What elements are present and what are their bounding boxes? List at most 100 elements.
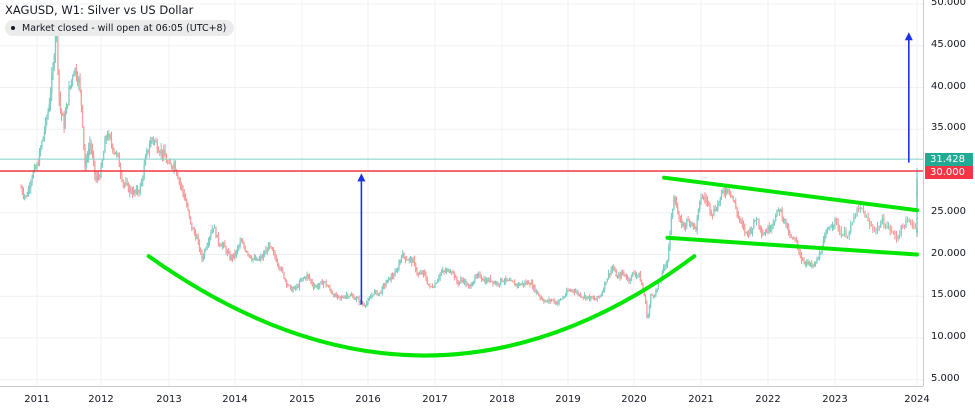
channel-upper-trendline[interactable] <box>662 175 919 213</box>
candle-body <box>708 201 710 204</box>
channel-lower-trendline[interactable] <box>665 235 919 257</box>
candle-body <box>265 249 267 254</box>
candle-body <box>289 285 292 287</box>
candle-body <box>35 166 37 169</box>
candle-body <box>848 232 850 237</box>
candle-body <box>864 210 866 218</box>
cup-pattern-curve[interactable] <box>146 254 697 358</box>
candle-body <box>160 149 162 154</box>
candle-body <box>513 282 516 286</box>
candle-body <box>178 178 180 181</box>
candle-body <box>666 259 669 265</box>
candle-body <box>749 228 751 235</box>
candle-body <box>405 259 408 261</box>
candle-body <box>426 279 428 284</box>
candle-body <box>766 231 768 233</box>
candle-body <box>57 26 59 70</box>
candle-body <box>535 290 537 292</box>
candle-body <box>700 197 702 201</box>
time-tick-label: 2019 <box>555 394 581 405</box>
candle-body <box>670 217 673 232</box>
candle-body <box>411 258 413 263</box>
candle-body <box>462 280 465 283</box>
candle-body <box>327 286 330 288</box>
candle-body <box>85 157 87 168</box>
candle-body <box>448 269 450 273</box>
candle-body <box>322 281 325 285</box>
candle-body <box>782 218 785 221</box>
candle-body <box>315 285 317 287</box>
candle-body <box>201 251 203 260</box>
candle-body <box>718 202 720 204</box>
candle-body <box>558 299 560 303</box>
candle-body <box>908 220 910 222</box>
candle-body <box>461 279 463 281</box>
candle-body <box>612 267 615 271</box>
candle-body <box>408 258 410 261</box>
candle-body <box>418 273 421 275</box>
candle-body <box>349 295 351 297</box>
candle-body <box>80 90 83 106</box>
candle-body <box>188 210 191 217</box>
candle-body <box>554 301 557 303</box>
candle-body <box>701 197 703 199</box>
candle-body <box>427 283 430 286</box>
candle-body <box>386 279 389 284</box>
candle-body <box>829 227 831 229</box>
candle-body <box>296 286 298 289</box>
candle-body <box>54 32 57 57</box>
candle-body <box>92 154 95 162</box>
candle-body <box>472 281 475 285</box>
candle-body <box>481 278 484 281</box>
candle-body <box>830 226 832 228</box>
candle-body <box>857 208 860 210</box>
candle-body <box>834 218 836 225</box>
candle-body <box>261 256 263 258</box>
candle-body <box>131 192 134 195</box>
candle-body <box>628 277 630 282</box>
candle-body <box>91 149 94 155</box>
candle-body <box>235 250 237 257</box>
candle-body <box>624 273 626 277</box>
candle-body <box>616 276 619 278</box>
candle-body <box>467 284 470 287</box>
candle-body <box>262 254 265 258</box>
candle-body <box>754 220 756 222</box>
candle-body <box>571 289 573 291</box>
candle-body <box>64 114 67 128</box>
candle-body <box>329 286 331 290</box>
candle-body <box>373 291 376 295</box>
candle-body <box>238 245 240 248</box>
candle-body <box>560 299 563 300</box>
candle-body <box>58 69 60 99</box>
candle-body <box>630 274 633 280</box>
time-tick-label: 2011 <box>24 394 50 405</box>
candle-body <box>311 281 313 285</box>
candle-body <box>27 188 30 196</box>
candle-body <box>41 141 43 148</box>
candle-body <box>591 296 593 298</box>
candle-body <box>136 188 139 193</box>
candle-body <box>385 283 387 286</box>
candle-body <box>914 226 917 228</box>
candle-body <box>635 274 638 276</box>
candle-body <box>892 231 895 233</box>
candle-body <box>643 290 646 297</box>
time-tick-label: 2017 <box>422 394 448 405</box>
candle-body <box>106 135 109 139</box>
candle-body <box>516 283 518 286</box>
candle-body <box>717 203 719 210</box>
candle-body <box>215 227 217 238</box>
candle-body <box>536 290 539 295</box>
candle-body <box>826 229 828 234</box>
candle-body <box>46 117 48 120</box>
candle-body <box>317 286 320 288</box>
candle-body <box>216 234 218 238</box>
candle-body <box>902 225 904 227</box>
candle-body <box>891 230 893 232</box>
candle-body <box>118 154 121 167</box>
candle-body <box>140 180 143 186</box>
price-tick-label: 20.000 <box>931 247 966 259</box>
